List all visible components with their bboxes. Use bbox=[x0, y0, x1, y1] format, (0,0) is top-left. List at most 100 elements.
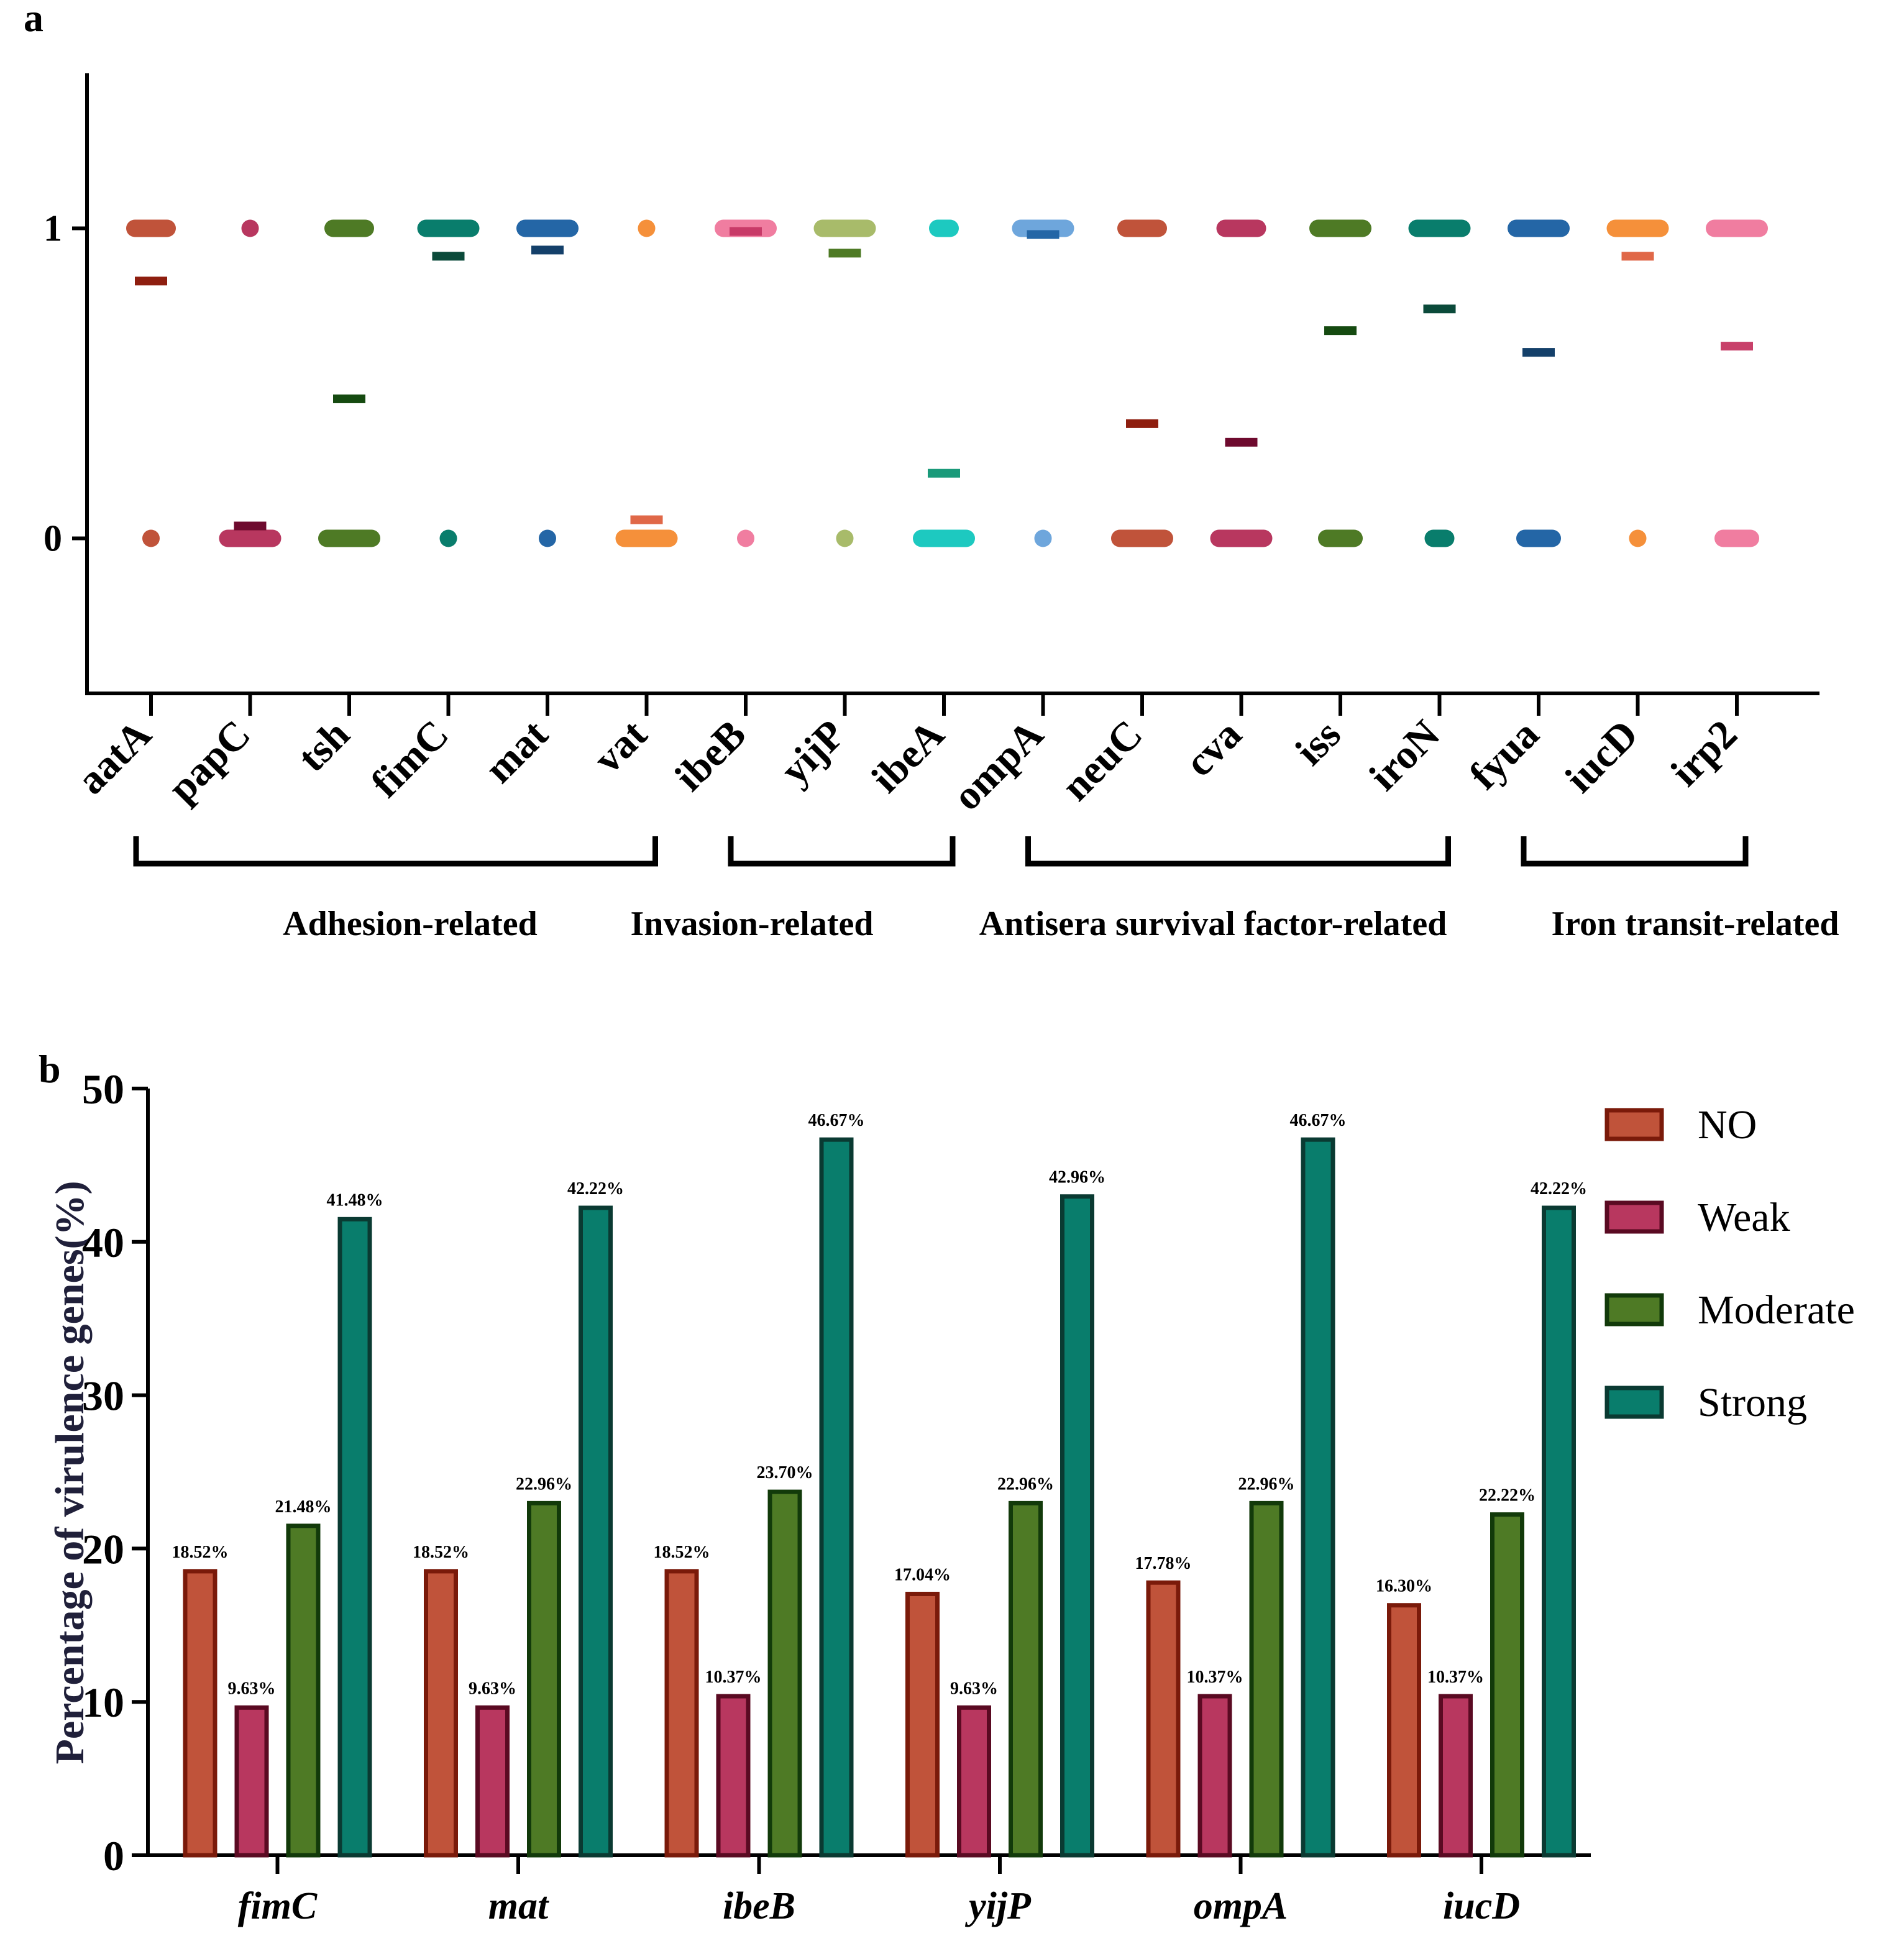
point-cluster-iroN-0 bbox=[1424, 529, 1455, 547]
mean-bar-tsh bbox=[333, 394, 365, 403]
gene-label-neuC: neuC bbox=[1053, 711, 1151, 810]
panel-b-category-labels: fimC mat ibeB yijP ompA iucD bbox=[238, 1885, 1520, 1927]
gene-label-ibeB: ibeB bbox=[666, 711, 754, 800]
panel-a-label: a bbox=[24, 0, 43, 40]
mean-bar-irp2 bbox=[1721, 342, 1753, 351]
bar-no-yijP bbox=[905, 1591, 940, 1858]
point-cluster-irp2-1 bbox=[1706, 219, 1768, 237]
bar-moderate-yijP bbox=[1009, 1500, 1043, 1858]
mean-bar-iss bbox=[1324, 326, 1357, 336]
data-label-no-ompA: 17.78% bbox=[1135, 1554, 1192, 1573]
data-label-no-ibeB: 18.52% bbox=[654, 1543, 710, 1562]
bar-weak-yijP bbox=[957, 1705, 991, 1858]
bar-moderate-mat bbox=[527, 1500, 561, 1858]
point-cluster-papC-0 bbox=[219, 529, 281, 547]
bar-no-iucD bbox=[1387, 1603, 1421, 1858]
category-label-yijP: yijP bbox=[964, 1885, 1032, 1927]
legend-label-moderate: Moderate bbox=[1698, 1287, 1855, 1333]
mean-bar-aatA bbox=[135, 276, 167, 286]
data-label-no-yijP: 17.04% bbox=[894, 1565, 951, 1584]
data-label-strong-iucD: 42.22% bbox=[1531, 1179, 1587, 1199]
mean-bar-cva bbox=[1225, 437, 1258, 447]
data-label-strong-ompA: 46.67% bbox=[1290, 1111, 1347, 1130]
bar-strong-ibeB bbox=[819, 1137, 854, 1858]
point-cluster-irp2-0 bbox=[1714, 529, 1759, 547]
point-cluster-fimC-1 bbox=[417, 219, 480, 237]
data-label-weak-ompA: 10.37% bbox=[1187, 1668, 1243, 1687]
gene-label-ibeA: ibeA bbox=[863, 711, 953, 801]
bar-moderate-fimC bbox=[286, 1523, 321, 1858]
gene-label-cva: cva bbox=[1176, 711, 1250, 785]
mean-bar-iroN bbox=[1423, 304, 1456, 314]
point-cluster-iss-0 bbox=[1318, 529, 1363, 547]
data-label-strong-fimC: 41.48% bbox=[327, 1190, 383, 1210]
bar-weak-ompA bbox=[1197, 1694, 1232, 1858]
group-label: Antisera survival factor-related bbox=[979, 905, 1447, 943]
bar-moderate-iucD bbox=[1490, 1512, 1524, 1858]
data-label-moderate-iucD: 22.22% bbox=[1479, 1486, 1536, 1505]
panel-a-axes: 01 bbox=[43, 73, 1819, 716]
data-label-weak-fimC: 9.63% bbox=[228, 1679, 276, 1698]
gene-label-papC: papC bbox=[160, 711, 260, 811]
data-label-moderate-ompA: 22.96% bbox=[1238, 1474, 1295, 1494]
mean-bar-papC bbox=[234, 521, 267, 531]
legend-label-strong: Strong bbox=[1698, 1380, 1807, 1425]
data-label-strong-ibeB: 46.67% bbox=[808, 1111, 865, 1130]
point-cluster-aatA-0 bbox=[142, 529, 160, 547]
mean-bar-mat bbox=[531, 245, 564, 255]
legend-swatch-strong bbox=[1604, 1386, 1664, 1419]
gene-label-iroN: iroN bbox=[1361, 711, 1449, 799]
panel-b-data-labels: 18.52% 9.63% 21.48% 41.48% 18.52% 9.63% 22.96%… bbox=[172, 1111, 1588, 1698]
y-tick-label: 0 bbox=[103, 1832, 124, 1879]
gene-label-mat: mat bbox=[476, 711, 556, 792]
mean-bar-neuC bbox=[1126, 419, 1158, 428]
gene-label-iucD: iucD bbox=[1557, 711, 1647, 801]
point-cluster-ibeB-0 bbox=[737, 529, 754, 547]
bar-no-fimC bbox=[183, 1569, 217, 1858]
gene-label-irp2: irp2 bbox=[1662, 711, 1746, 795]
point-cluster-cva-1 bbox=[1216, 219, 1266, 237]
bar-moderate-ibeB bbox=[767, 1489, 802, 1858]
gene-label-tsh: tsh bbox=[289, 711, 358, 780]
gene-label-iss: iss bbox=[1287, 711, 1350, 774]
point-cluster-fyua-1 bbox=[1508, 219, 1570, 237]
group-label: Iron transit-related bbox=[1552, 905, 1839, 943]
point-cluster-tsh-1 bbox=[324, 219, 374, 237]
bar-no-ompA bbox=[1146, 1580, 1181, 1858]
category-label-ompA: ompA bbox=[1194, 1885, 1288, 1927]
gene-label-aatA: aatA bbox=[68, 711, 160, 803]
gene-label-fimC: fimC bbox=[362, 711, 457, 806]
data-label-no-iucD: 16.30% bbox=[1376, 1577, 1432, 1596]
point-cluster-fimC-0 bbox=[439, 529, 457, 547]
point-cluster-papC-1 bbox=[241, 219, 259, 237]
legend-label-weak: Weak bbox=[1698, 1195, 1790, 1240]
panel-b-label: b bbox=[39, 1047, 61, 1091]
mean-bar-ompA bbox=[1027, 230, 1060, 239]
category-label-ibeB: ibeB bbox=[723, 1885, 795, 1927]
panel-b-chart: b Percentage of virulence genes(%) 0 10 20… bbox=[39, 1047, 1855, 1927]
point-cluster-tsh-0 bbox=[318, 529, 380, 547]
data-label-strong-mat: 42.22% bbox=[567, 1179, 624, 1199]
bar-strong-ompA bbox=[1301, 1137, 1335, 1858]
point-cluster-vat-0 bbox=[615, 529, 678, 547]
data-label-moderate-ibeB: 23.70% bbox=[757, 1463, 813, 1482]
point-cluster-ibeA-1 bbox=[929, 219, 959, 237]
bar-weak-ibeB bbox=[716, 1694, 751, 1858]
data-label-weak-mat: 9.63% bbox=[469, 1679, 516, 1698]
group-label: Adhesion-related bbox=[283, 905, 538, 943]
point-cluster-vat-1 bbox=[638, 219, 656, 237]
panel-a-group-brackets: Adhesion-related Invasion-related Antisera… bbox=[133, 836, 1839, 943]
panel-b-legend: NO Weak Moderate Strong bbox=[1604, 1102, 1855, 1425]
y-tick-label: 1 bbox=[43, 208, 62, 249]
category-label-fimC: fimC bbox=[238, 1885, 318, 1927]
data-label-moderate-mat: 22.96% bbox=[516, 1474, 572, 1494]
mean-bar-iucD bbox=[1621, 252, 1654, 261]
group-bracket bbox=[133, 836, 658, 867]
bar-no-mat bbox=[424, 1569, 458, 1858]
data-label-weak-ibeB: 10.37% bbox=[705, 1668, 762, 1687]
point-cluster-iss-1 bbox=[1309, 219, 1371, 237]
point-cluster-neuC-1 bbox=[1117, 219, 1167, 237]
